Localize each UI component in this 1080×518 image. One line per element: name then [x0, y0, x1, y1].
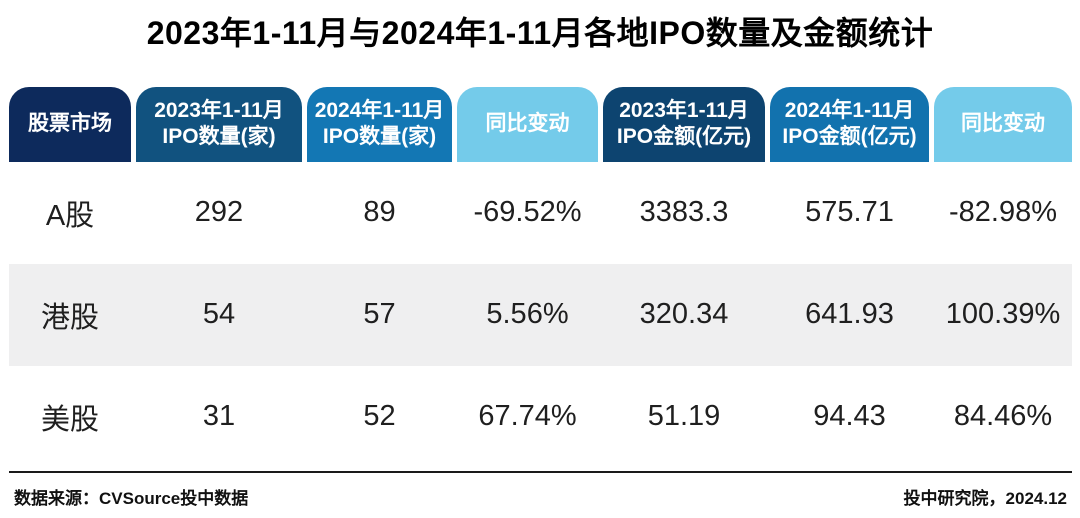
cell-amount-yoy-change: 84.46%: [953, 400, 1053, 433]
header-cell-2023-amount: 2023年1-11月 IPO金额(亿元): [603, 86, 765, 162]
header-cell-2024-count: 2024年1-11月 IPO数量(家): [307, 86, 452, 162]
cell-count-yoy-change: 67.74%: [478, 400, 577, 433]
ipo-table: 股票市场 2023年1-11月 IPO数量(家) 2024年1-11月 IPO数…: [9, 86, 1072, 468]
header-label-line1: 2023年1-11月: [619, 99, 749, 123]
cell-2024-ipo-amount: 575.71: [805, 196, 894, 229]
table-row-a-share: A股 292 89 -69.52% 3383.3 575.71 -82.98%: [9, 162, 1072, 264]
header-label-line2: IPO数量(家): [162, 125, 276, 149]
header-label: 股票市场: [28, 112, 112, 136]
report-credit-label: 投中研究院，2024.12: [903, 488, 1067, 508]
cell-2023-ipo-amount: 51.19: [647, 400, 721, 433]
header-label-line2: IPO数量(家): [322, 125, 437, 149]
table-header-row: 股票市场 2023年1-11月 IPO数量(家) 2024年1-11月 IPO数…: [9, 86, 1072, 162]
cell-2023-ipo-amount: 320.34: [639, 298, 729, 331]
cell-2024-ipo-count: 52: [363, 400, 396, 433]
header-cell-2023-count: 2023年1-11月 IPO数量(家): [136, 86, 302, 162]
cell-2024-ipo-amount: 641.93: [805, 298, 894, 331]
header-label-line1: 2024年1-11月: [784, 99, 915, 123]
cell-market-name: 港股: [40, 301, 99, 334]
header-cell-2024-amount: 2024年1-11月 IPO金额(亿元): [770, 86, 929, 162]
cell-market-name: A股: [45, 199, 95, 232]
cell-2024-ipo-count: 89: [363, 196, 396, 229]
header-label-line1: 2023年1-11月: [154, 99, 284, 123]
header-label: 同比变动: [961, 112, 1045, 136]
header-cell-amount-change: 同比变动: [934, 86, 1072, 162]
cell-count-yoy-change: 5.56%: [486, 298, 569, 331]
footer-bar: 数据来源：CVSource投中数据 投中研究院，2024.12: [9, 470, 1072, 509]
header-label-line2: IPO金额(亿元): [616, 125, 752, 149]
header-label: 同比变动: [485, 112, 570, 136]
cell-2023-ipo-count: 31: [202, 400, 236, 433]
cell-2023-ipo-amount: 3383.3: [639, 196, 729, 229]
cell-market-name: 美股: [40, 403, 99, 436]
table-row-us-share: 美股 31 52 67.74% 51.19 94.43 84.46%: [9, 366, 1072, 468]
cell-2023-ipo-count: 292: [194, 196, 244, 229]
header-cell-count-change: 同比变动: [457, 86, 598, 162]
data-source-label: 数据来源：CVSource投中数据: [14, 488, 249, 508]
cell-amount-yoy-change: 100.39%: [945, 298, 1061, 331]
header-label-line1: 2024年1-11月: [314, 99, 445, 123]
table-row-hk-share: 港股 54 57 5.56% 320.34 641.93 100.39%: [9, 263, 1072, 366]
page-title: 2023年1-11月与2024年1-11月各地IPO数量及金额统计: [146, 15, 934, 51]
cell-2024-ipo-amount: 94.43: [813, 400, 886, 433]
cell-count-yoy-change: -69.52%: [473, 196, 582, 229]
header-cell-market: 股票市场: [9, 86, 131, 162]
cell-amount-yoy-change: -82.98%: [948, 196, 1057, 229]
cell-2024-ipo-count: 57: [363, 298, 396, 331]
header-label-line2: IPO金额(亿元): [782, 125, 917, 149]
cell-2023-ipo-count: 54: [202, 298, 236, 331]
